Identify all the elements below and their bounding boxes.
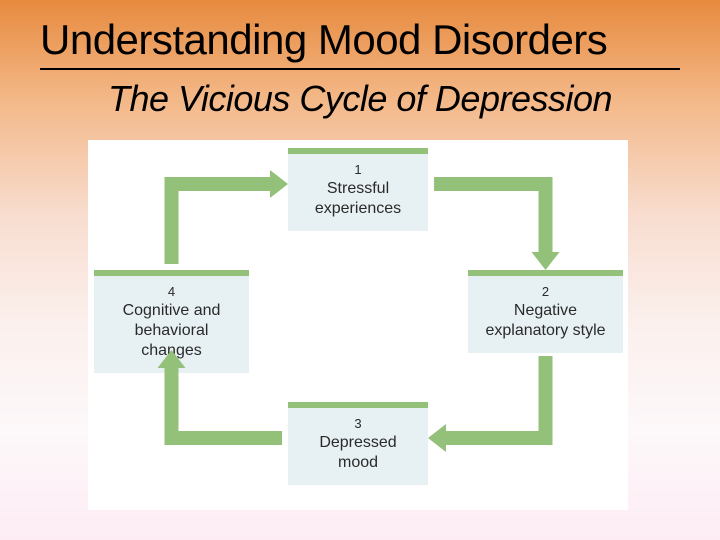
cycle-node-2: 2 Negative explanatory style — [468, 270, 623, 353]
node-label: Cognitive and behavioral changes — [108, 301, 235, 361]
node-label: Stressful experiences — [302, 179, 414, 219]
node-body: 1 Stressful experiences — [288, 154, 428, 231]
node-label: Negative explanatory style — [482, 301, 609, 341]
slide: Understanding Mood Disorders The Vicious… — [0, 0, 720, 540]
cycle-node-3: 3 Depressed mood — [288, 402, 428, 485]
node-number: 4 — [108, 284, 235, 299]
page-subtitle: The Vicious Cycle of Depression — [40, 78, 680, 120]
cycle-node-1: 1 Stressful experiences — [288, 148, 428, 231]
cycle-node-4: 4 Cognitive and behavioral changes — [94, 270, 249, 373]
page-title: Understanding Mood Disorders — [40, 16, 680, 70]
node-body: 3 Depressed mood — [288, 408, 428, 485]
cycle-diagram: 1 Stressful experiences 2 Negative explanat… — [88, 140, 628, 510]
node-body: 4 Cognitive and behavioral changes — [94, 276, 249, 373]
node-number: 3 — [302, 416, 414, 431]
node-body: 2 Negative explanatory style — [468, 276, 623, 353]
node-number: 2 — [482, 284, 609, 299]
node-label: Depressed mood — [302, 433, 414, 473]
node-number: 1 — [302, 162, 414, 177]
